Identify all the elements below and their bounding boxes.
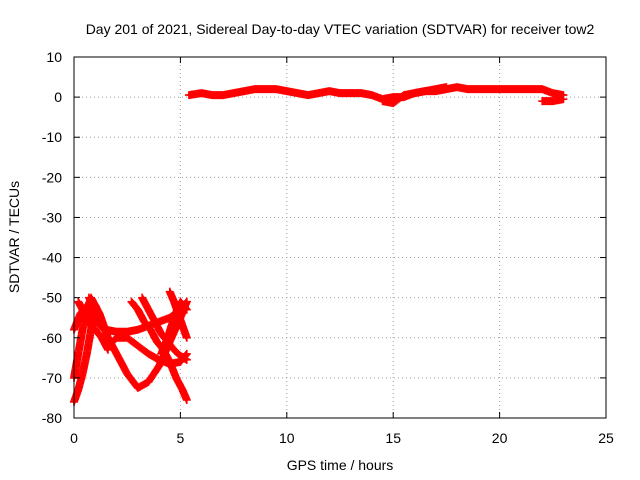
data-point <box>442 83 451 92</box>
data-point <box>182 395 191 404</box>
x-tick-label: 20 <box>492 430 508 446</box>
y-tick-label: -50 <box>42 290 62 306</box>
x-tick-label: 10 <box>279 430 295 446</box>
y-tick-label: -30 <box>42 209 62 225</box>
y-tick-label: -40 <box>42 250 62 266</box>
series-late-trace-lower <box>378 83 451 108</box>
data-point <box>182 355 191 364</box>
x-tick-label: 5 <box>177 430 185 446</box>
series-late-tail <box>538 95 568 106</box>
data-point <box>182 333 191 342</box>
y-tick-label: -70 <box>42 370 62 386</box>
x-tick-label: 15 <box>385 430 401 446</box>
y-tick-label: -60 <box>42 330 62 346</box>
x-tick-label: 25 <box>598 430 614 446</box>
axis-ticks <box>73 56 607 419</box>
y-axis-title: SDTVAR / TECUs <box>6 181 22 293</box>
y-tick-label: 0 <box>54 89 62 105</box>
y-tick-label: -10 <box>42 129 62 145</box>
data-point <box>182 305 191 314</box>
y-tick-label: -80 <box>42 410 62 426</box>
data-point <box>181 304 190 313</box>
tick-labels: 0 5 10 15 20 25 10 0 -10 -20 -30 -40 -50 -60 -70 -80 <box>42 49 614 446</box>
x-tick-label: 0 <box>70 430 78 446</box>
chart-title: Day 201 of 2021, Sidereal Day-to-day VTE… <box>86 21 595 37</box>
data-point <box>559 95 568 104</box>
y-tick-label: -20 <box>42 169 62 185</box>
data-series <box>70 83 568 406</box>
x-axis-title: GPS time / hours <box>287 457 394 473</box>
series-early-arc-10 <box>165 287 191 342</box>
y-tick-label: 10 <box>46 49 62 65</box>
plot-area-frame <box>73 56 607 419</box>
